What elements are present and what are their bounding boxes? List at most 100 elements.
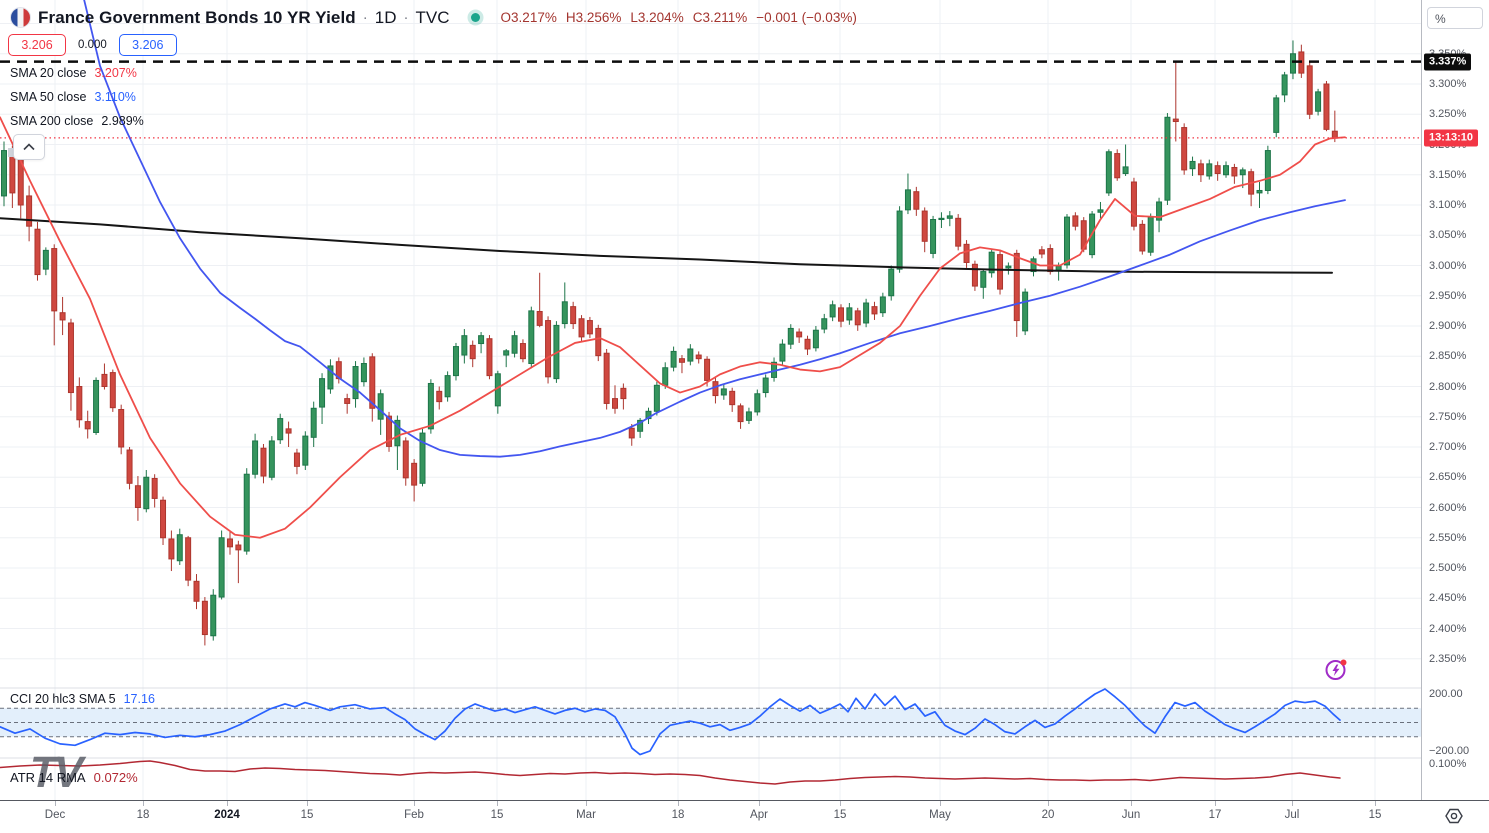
time-tick-label: 15 — [490, 809, 504, 821]
time-tick-label: May — [929, 809, 951, 821]
candle-body — [285, 428, 292, 434]
candle-body — [76, 386, 83, 421]
pane-handle-icon[interactable] — [8, 148, 16, 157]
candle-body — [235, 544, 242, 551]
candle-body — [846, 307, 853, 321]
time-tick-label: Jun — [1121, 809, 1141, 821]
candle-body — [997, 254, 1004, 290]
chart-canvas[interactable] — [0, 0, 1421, 800]
candle-body — [210, 594, 217, 637]
candle-body — [745, 411, 752, 421]
candle-body — [93, 379, 100, 433]
quick-trade-lightning-icon[interactable] — [1324, 657, 1349, 682]
candle-body — [1206, 163, 1213, 177]
candle-body — [637, 419, 644, 432]
candle-body — [628, 427, 635, 439]
axis-settings-icon[interactable] — [1444, 806, 1464, 826]
time-tick-label: 2024 — [214, 809, 240, 821]
candle-body — [411, 462, 418, 486]
candle-body — [670, 350, 677, 368]
candle-body — [729, 390, 736, 406]
close-value: 3.211% — [702, 10, 748, 25]
candle-body — [419, 432, 426, 484]
candle-body — [1197, 163, 1204, 176]
candle-body — [1315, 91, 1322, 112]
interval-label[interactable]: 1D — [374, 7, 397, 27]
candle-body — [444, 375, 451, 398]
percent-scale-button[interactable]: % — [1427, 7, 1483, 29]
candle-body — [1122, 166, 1129, 175]
candle-body — [545, 320, 552, 378]
candle-body — [1273, 97, 1280, 133]
candle-body — [570, 306, 577, 325]
legend-cci[interactable]: CCI 20 hlc3 SMA 5 17.16 — [10, 692, 155, 706]
price-tick: 2.550% — [1429, 531, 1467, 544]
time-tick-mark — [840, 801, 841, 806]
market-status-icon[interactable] — [470, 13, 480, 22]
time-tick-mark — [1215, 801, 1216, 806]
legend-sma50[interactable]: SMA 50 close 3.110% — [10, 90, 136, 104]
time-axis[interactable]: Dec 18 2024 15 Feb 15 Mar 18 Apr 15 May 20 Jun 17 Jul 1… — [0, 800, 1489, 833]
candle-body — [1114, 153, 1121, 179]
candle-body — [1022, 291, 1029, 332]
candle-body — [871, 306, 878, 315]
candle-body — [779, 343, 786, 362]
candle-body — [653, 384, 660, 412]
candle-body — [369, 356, 376, 409]
price-axis[interactable]: % 3.350%3.300%3.250%3.200%3.150%3.100%3.… — [1421, 0, 1489, 800]
collapse-legend-button[interactable] — [13, 134, 45, 160]
candle-body — [452, 346, 459, 377]
time-tick-mark — [1375, 801, 1376, 806]
candle-body — [436, 390, 443, 403]
atr-line — [0, 760, 1341, 785]
time-tick-label: Feb — [404, 809, 424, 821]
candle-body — [168, 538, 175, 560]
candle-body — [134, 485, 141, 509]
legend-atr[interactable]: ATR 14 RMA 0.072% — [10, 770, 138, 785]
buy-button[interactable]: 3.206 — [118, 34, 177, 56]
candle-body — [352, 366, 359, 400]
candle-body — [67, 322, 74, 394]
candle-body — [519, 343, 526, 360]
candle-body — [678, 358, 685, 363]
candle-body — [243, 473, 250, 552]
candle-body — [1239, 169, 1246, 176]
cci-tick: −200.00 — [1429, 745, 1470, 757]
sma-50-line — [83, 0, 1346, 458]
candle-body — [695, 354, 702, 360]
candle-body — [344, 398, 351, 404]
candle-body — [1013, 252, 1020, 322]
candle-body — [1181, 127, 1188, 171]
legend-value: 3.110% — [94, 90, 136, 104]
legend-sma20[interactable]: SMA 20 close 3.207% — [10, 66, 137, 80]
time-tick-label: 20 — [1041, 809, 1055, 821]
candle-body — [946, 215, 953, 219]
candle-body — [787, 327, 794, 345]
candle-body — [662, 367, 669, 386]
time-tick-mark — [1048, 801, 1049, 806]
candle-body — [586, 320, 593, 335]
candle-body — [310, 407, 317, 438]
candle-body — [511, 335, 518, 354]
candle-body — [838, 307, 844, 322]
candle-body — [720, 388, 727, 396]
france-flag-icon — [10, 7, 31, 28]
open-value: 3.217% — [511, 10, 557, 25]
ohlc-row: O3.217% H3.256% L3.204% C3.211% −0.001 (… — [500, 10, 857, 25]
candle-body — [226, 538, 233, 548]
candle-body — [1130, 181, 1137, 227]
separator: · — [362, 9, 368, 26]
candle-body — [904, 189, 911, 211]
legend-label: CCI 20 hlc3 SMA 5 — [10, 692, 116, 706]
symbol-title[interactable]: France Government Bonds 10 YR Yield — [38, 7, 356, 27]
candle-body — [260, 447, 267, 477]
price-tick: 2.700% — [1429, 441, 1467, 453]
candle-body — [888, 268, 895, 297]
candle-body — [955, 217, 962, 247]
legend-sma200[interactable]: SMA 200 close 2.989% — [10, 114, 144, 128]
candle-body — [302, 435, 309, 466]
candle-body — [1055, 265, 1062, 271]
sell-button[interactable]: 3.206 — [8, 34, 66, 56]
candle-body — [486, 338, 493, 377]
